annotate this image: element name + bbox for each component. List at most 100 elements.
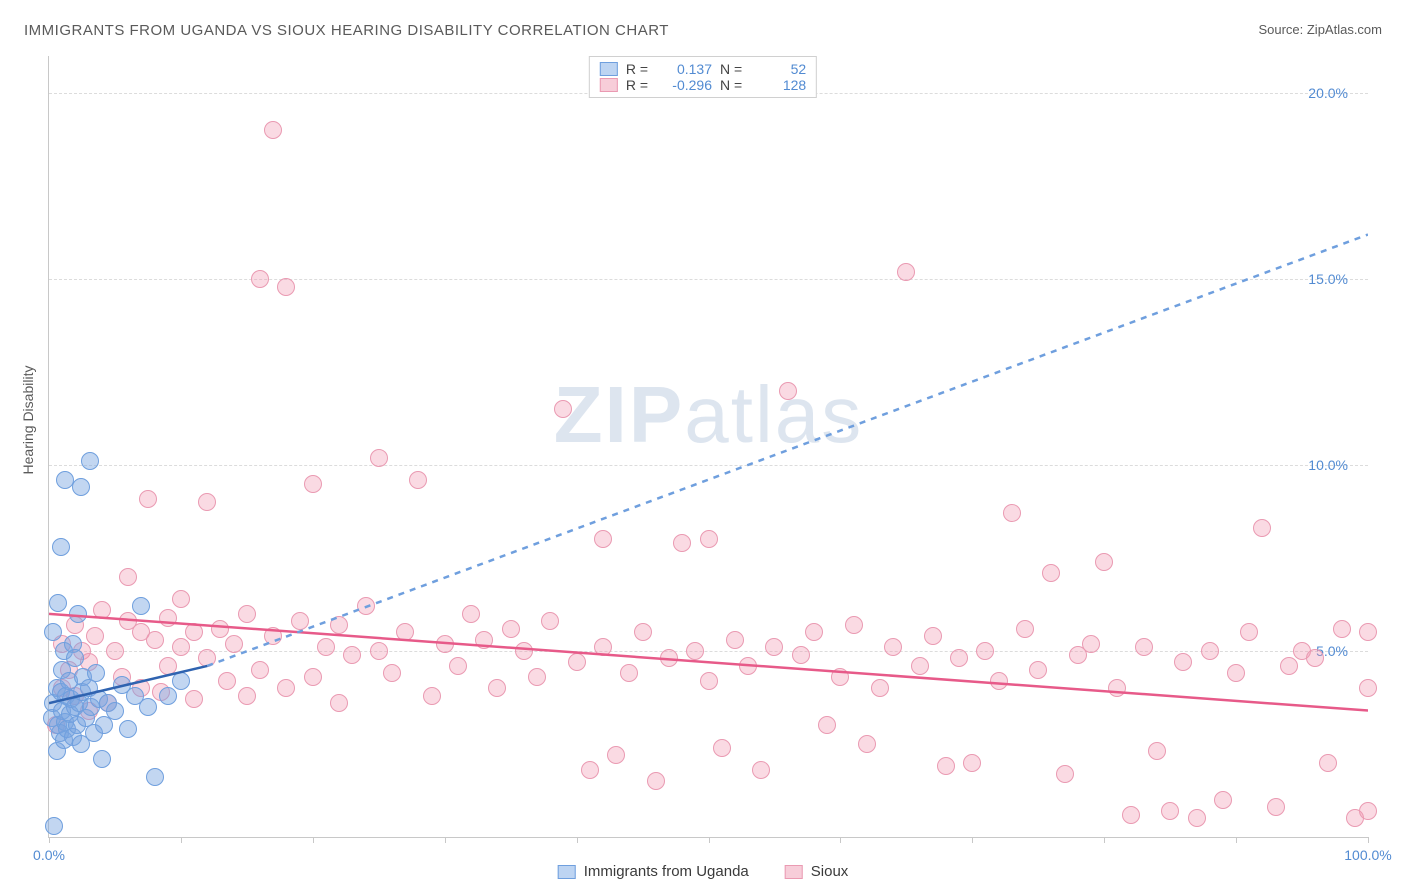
data-point-sioux (251, 270, 269, 288)
legend-series: Immigrants from Uganda Sioux (558, 863, 849, 880)
data-point-sioux (185, 623, 203, 641)
data-point-sioux (700, 530, 718, 548)
data-point-sioux (502, 620, 520, 638)
data-point-sioux (172, 638, 190, 656)
data-point-sioux (1359, 679, 1377, 697)
data-point-sioux (330, 694, 348, 712)
data-point-sioux (673, 534, 691, 552)
x-tick (49, 837, 50, 843)
data-point-sioux (139, 490, 157, 508)
data-point-sioux (515, 642, 533, 660)
data-point-sioux (198, 493, 216, 511)
data-point-sioux (211, 620, 229, 638)
data-point-uganda (132, 597, 150, 615)
data-point-sioux (700, 672, 718, 690)
data-point-sioux (713, 739, 731, 757)
data-point-uganda (45, 817, 63, 835)
data-point-sioux (1267, 798, 1285, 816)
data-point-sioux (568, 653, 586, 671)
legend-label-sioux: Sioux (811, 863, 849, 880)
swatch-sioux (785, 865, 803, 879)
uganda-n-value: 52 (754, 61, 806, 77)
swatch-sioux (600, 78, 618, 92)
gridline (49, 651, 1368, 652)
data-point-sioux (1214, 791, 1232, 809)
source-label: Source: ZipAtlas.com (1258, 22, 1382, 37)
legend-correlation: R = 0.137 N = 52 R = -0.296 N = 128 (589, 56, 817, 98)
data-point-uganda (139, 698, 157, 716)
data-point-sioux (1148, 742, 1166, 760)
data-point-uganda (95, 716, 113, 734)
data-point-sioux (1108, 679, 1126, 697)
data-point-sioux (963, 754, 981, 772)
data-point-sioux (436, 635, 454, 653)
data-point-sioux (884, 638, 902, 656)
data-point-sioux (765, 638, 783, 656)
data-point-sioux (462, 605, 480, 623)
x-tick-label: 0.0% (33, 847, 65, 863)
data-point-sioux (792, 646, 810, 664)
data-point-sioux (1174, 653, 1192, 671)
legend-label-uganda: Immigrants from Uganda (584, 863, 749, 880)
y-tick-label: 20.0% (1308, 85, 1348, 101)
data-point-sioux (330, 616, 348, 634)
data-point-sioux (607, 746, 625, 764)
data-point-sioux (818, 716, 836, 734)
legend-item-uganda: Immigrants from Uganda (558, 863, 749, 880)
data-point-sioux (1029, 661, 1047, 679)
x-tick (313, 837, 314, 843)
legend-r-label: R = (626, 77, 648, 93)
data-point-sioux (264, 627, 282, 645)
data-point-uganda (49, 594, 67, 612)
data-point-sioux (1135, 638, 1153, 656)
source-link[interactable]: ZipAtlas.com (1307, 22, 1382, 37)
data-point-sioux (779, 382, 797, 400)
data-point-uganda (44, 623, 62, 641)
data-point-uganda (81, 452, 99, 470)
data-point-sioux (264, 121, 282, 139)
swatch-uganda (558, 865, 576, 879)
data-point-sioux (1056, 765, 1074, 783)
data-point-sioux (1240, 623, 1258, 641)
data-point-sioux (218, 672, 236, 690)
data-point-sioux (634, 623, 652, 641)
data-point-sioux (172, 590, 190, 608)
watermark: ZIPatlas (554, 369, 863, 461)
data-point-sioux (291, 612, 309, 630)
data-point-sioux (119, 568, 137, 586)
data-point-sioux (858, 735, 876, 753)
data-point-sioux (554, 400, 572, 418)
y-axis-label: Hearing Disability (20, 366, 36, 475)
data-point-sioux (93, 601, 111, 619)
x-tick (840, 837, 841, 843)
data-point-sioux (370, 449, 388, 467)
data-point-sioux (1253, 519, 1271, 537)
data-point-sioux (1082, 635, 1100, 653)
x-tick (972, 837, 973, 843)
x-tick (1104, 837, 1105, 843)
data-point-uganda (146, 768, 164, 786)
data-point-sioux (409, 471, 427, 489)
x-tick (577, 837, 578, 843)
y-tick-label: 15.0% (1308, 271, 1348, 287)
data-point-sioux (1280, 657, 1298, 675)
data-point-sioux (317, 638, 335, 656)
data-point-sioux (159, 657, 177, 675)
x-tick (709, 837, 710, 843)
data-point-uganda (93, 750, 111, 768)
data-point-sioux (845, 616, 863, 634)
watermark-zip: ZIP (554, 370, 684, 459)
data-point-sioux (660, 649, 678, 667)
data-point-sioux (1042, 564, 1060, 582)
data-point-sioux (1122, 806, 1140, 824)
data-point-sioux (277, 278, 295, 296)
data-point-sioux (831, 668, 849, 686)
data-point-sioux (805, 623, 823, 641)
data-point-uganda (172, 672, 190, 690)
data-point-sioux (950, 649, 968, 667)
data-point-sioux (1016, 620, 1034, 638)
x-tick (1236, 837, 1237, 843)
data-point-sioux (277, 679, 295, 697)
data-point-sioux (739, 657, 757, 675)
data-point-sioux (146, 631, 164, 649)
